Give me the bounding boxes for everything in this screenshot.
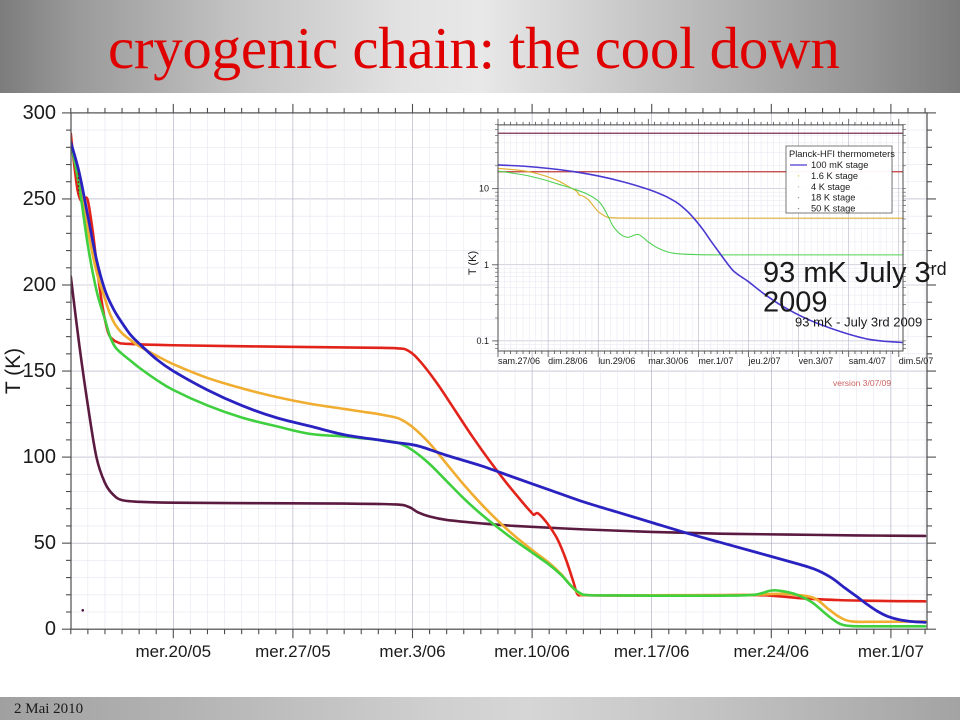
svg-text:Planck-HFI thermometers: Planck-HFI thermometers bbox=[789, 149, 895, 159]
svg-text:93 mK - July 3rd 2009: 93 mK - July 3rd 2009 bbox=[795, 315, 922, 330]
svg-text:50 K stage: 50 K stage bbox=[811, 204, 855, 214]
svg-text:lun.29/06: lun.29/06 bbox=[598, 356, 635, 366]
svg-text:mar.30/06: mar.30/06 bbox=[648, 356, 688, 366]
svg-text:300: 300 bbox=[23, 102, 56, 124]
svg-text:mer.1/07: mer.1/07 bbox=[858, 642, 924, 661]
svg-text:0.1: 0.1 bbox=[476, 336, 489, 346]
svg-text:sam.4/07: sam.4/07 bbox=[849, 356, 886, 366]
svg-text:sam.27/06: sam.27/06 bbox=[498, 356, 540, 366]
svg-text:250: 250 bbox=[23, 188, 56, 210]
svg-text:mer.3/06: mer.3/06 bbox=[379, 642, 445, 661]
svg-text:100 mK stage: 100 mK stage bbox=[811, 160, 868, 170]
svg-text:2009: 2009 bbox=[763, 287, 828, 319]
svg-text:dim.28/06: dim.28/06 bbox=[548, 356, 588, 366]
svg-text:mer.20/05: mer.20/05 bbox=[135, 642, 211, 661]
svg-text:mer.10/06: mer.10/06 bbox=[494, 642, 570, 661]
svg-text:93 mK July 3rd: 93 mK July 3rd bbox=[763, 257, 947, 289]
svg-text:jeu.2/07: jeu.2/07 bbox=[748, 356, 781, 366]
svg-text:150: 150 bbox=[23, 360, 56, 382]
svg-text:200: 200 bbox=[23, 274, 56, 296]
svg-text:mer.17/06: mer.17/06 bbox=[614, 642, 690, 661]
svg-text:T (K): T (K) bbox=[2, 348, 25, 394]
svg-text:10: 10 bbox=[479, 184, 489, 194]
svg-text:4 K stage: 4 K stage bbox=[811, 182, 850, 192]
svg-text:100: 100 bbox=[23, 446, 56, 468]
svg-text:18 K stage: 18 K stage bbox=[811, 193, 855, 203]
svg-text:mer.24/06: mer.24/06 bbox=[733, 642, 809, 661]
svg-text:mer.27/05: mer.27/05 bbox=[255, 642, 331, 661]
svg-text:0: 0 bbox=[45, 618, 56, 640]
svg-text:1.6 K stage: 1.6 K stage bbox=[811, 171, 858, 181]
svg-text:T (K): T (K) bbox=[467, 251, 479, 275]
svg-text:mer.1/07: mer.1/07 bbox=[698, 356, 733, 366]
svg-text:version 3/07/09: version 3/07/09 bbox=[833, 378, 891, 388]
svg-text:50: 50 bbox=[34, 532, 56, 554]
svg-text:1: 1 bbox=[484, 260, 489, 270]
svg-text:dim.5/07: dim.5/07 bbox=[899, 356, 934, 366]
svg-text:ven.3/07: ven.3/07 bbox=[799, 356, 834, 366]
